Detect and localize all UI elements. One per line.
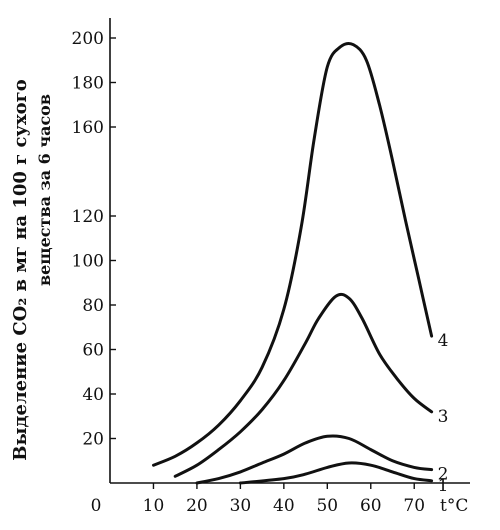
series-curve-4: [152, 41, 434, 467]
tick-labels: 0 10 20 30 40 50 60 70 20 40 60 80 100 120 160 180 200: [72, 29, 426, 516]
y-tick-label-40: 40: [82, 385, 104, 405]
y-tick-label-20: 20: [82, 430, 104, 450]
series-label-2: 2: [438, 465, 449, 485]
series-curve-3: [173, 292, 434, 478]
y-tick-label-160: 160: [72, 118, 104, 138]
y-tick-label-60: 60: [82, 341, 104, 361]
y-axis-title-line2: вещества за 6 часов: [35, 94, 54, 286]
x-tick-label-30: 30: [230, 496, 252, 516]
series-label-3: 3: [438, 407, 449, 427]
x-tick-label-0: 0: [91, 496, 102, 516]
y-tick-label-80: 80: [82, 296, 104, 316]
tick-marks: [110, 37, 415, 489]
y-tick-label-100: 100: [72, 252, 104, 272]
y-axis-title: Выделение CO₂ в мг на 100 г сухого: [10, 79, 31, 460]
x-tick-label-70: 70: [403, 496, 425, 516]
y-tick-label-120: 120: [72, 207, 104, 227]
x-tick-label-10: 10: [143, 496, 165, 516]
x-tick-label-50: 50: [316, 496, 338, 516]
x-tick-label-40: 40: [273, 496, 295, 516]
x-tick-label-60: 60: [360, 496, 382, 516]
series-labels: 12 3 4: [438, 331, 449, 496]
series-curves: [152, 41, 434, 485]
series-curve-2: [195, 434, 434, 485]
x-axis-title: t°C: [440, 496, 468, 516]
axes: [109, 18, 470, 484]
series-label-4: 4: [438, 331, 449, 351]
series-label-1: 1: [438, 476, 449, 496]
y-tick-label-180: 180: [72, 74, 104, 94]
series-curve-1: [238, 461, 434, 485]
y-tick-label-200: 200: [72, 29, 104, 49]
x-tick-label-20: 20: [186, 496, 208, 516]
